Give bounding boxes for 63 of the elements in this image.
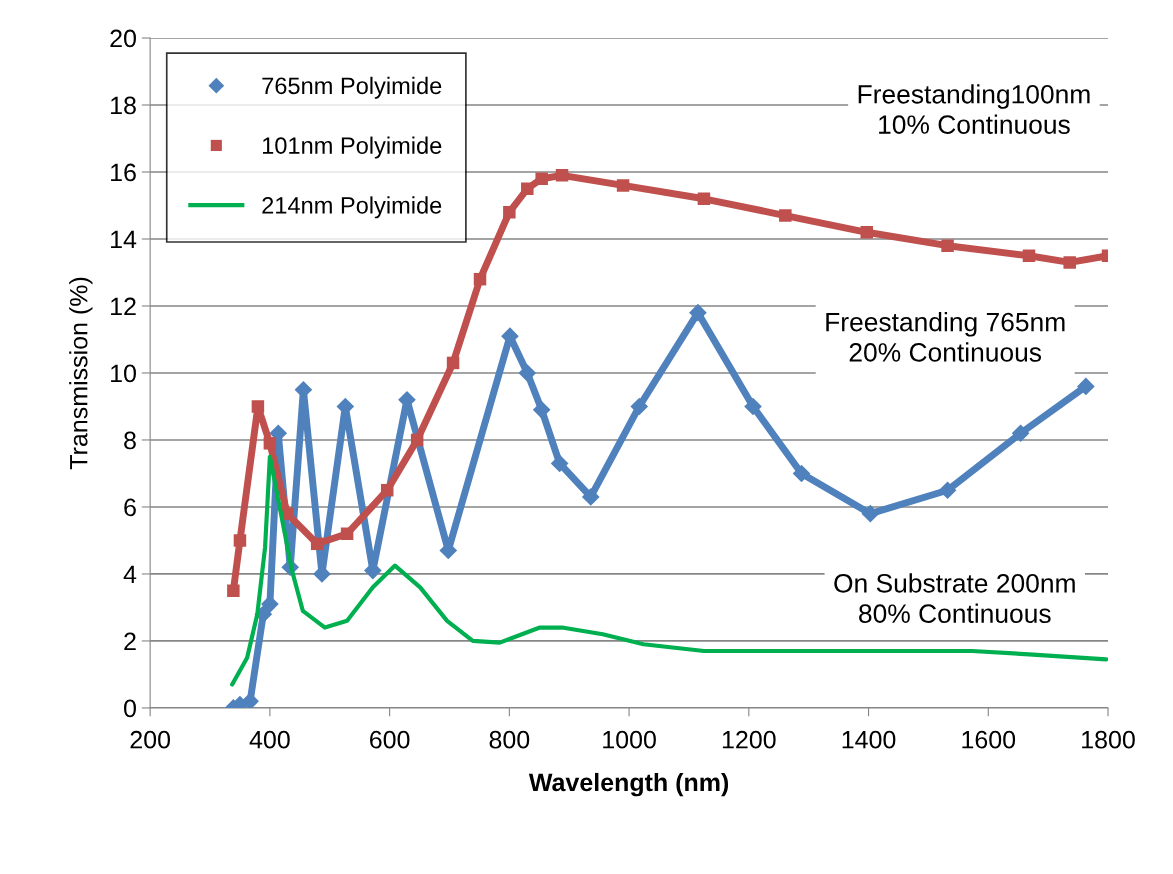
x-axis-title: Wavelength (nm) bbox=[528, 772, 729, 797]
point bbox=[535, 172, 548, 185]
x-tick-label: 1000 bbox=[603, 730, 656, 749]
x-tick-label: 1400 bbox=[842, 730, 896, 749]
point bbox=[581, 488, 600, 506]
point bbox=[340, 527, 354, 541]
point bbox=[792, 464, 811, 483]
y-tick-label: 16 bbox=[111, 163, 136, 182]
point bbox=[251, 400, 265, 413]
point bbox=[941, 239, 954, 252]
point bbox=[861, 504, 880, 523]
annotation: Freestanding 765nm 20% Continuous bbox=[826, 312, 1065, 362]
point bbox=[521, 182, 534, 195]
point bbox=[555, 169, 569, 182]
y-tick-label: 10 bbox=[111, 364, 136, 383]
point bbox=[446, 356, 460, 370]
y-tick-label: 4 bbox=[123, 565, 137, 584]
point bbox=[473, 272, 487, 286]
point bbox=[779, 209, 792, 222]
point bbox=[233, 534, 247, 547]
point bbox=[532, 400, 551, 419]
point bbox=[263, 437, 277, 450]
point bbox=[697, 192, 711, 206]
x-tick-label: 1600 bbox=[962, 730, 1016, 749]
point bbox=[1077, 377, 1095, 396]
point bbox=[1022, 249, 1036, 262]
point bbox=[380, 483, 394, 497]
annotation: Freestanding100nm 10% Continuous bbox=[858, 84, 1090, 134]
point bbox=[241, 692, 259, 708]
y-tick-label: 0 bbox=[124, 699, 136, 718]
y-tick-label: 6 bbox=[124, 498, 136, 517]
point bbox=[310, 537, 324, 551]
point bbox=[518, 364, 537, 382]
y-axis-title: Transmission (%) bbox=[69, 277, 93, 470]
x-tick-label: 1200 bbox=[722, 730, 776, 749]
y-tick-label: 20 bbox=[110, 29, 136, 48]
point bbox=[550, 454, 569, 473]
x-tick-label: 1800 bbox=[1082, 730, 1135, 749]
line-series bbox=[230, 454, 1109, 687]
annotation: On Substrate 200nm 80% Continuous bbox=[834, 573, 1075, 623]
point bbox=[227, 584, 240, 597]
y-tick-label: 12 bbox=[111, 297, 136, 316]
point bbox=[689, 303, 707, 322]
point bbox=[860, 226, 873, 239]
legend-label: 214nm Polyimide bbox=[262, 196, 442, 219]
point bbox=[503, 205, 516, 219]
point bbox=[744, 397, 762, 416]
point bbox=[616, 179, 630, 192]
x-tick-label: 200 bbox=[130, 730, 171, 749]
point bbox=[1063, 256, 1076, 269]
point bbox=[1011, 424, 1030, 443]
y-tick-label: 14 bbox=[111, 230, 137, 249]
point bbox=[938, 481, 957, 500]
point bbox=[630, 397, 649, 416]
y-tick-label: 2 bbox=[124, 632, 136, 651]
y-tick-label: 8 bbox=[124, 431, 136, 450]
point bbox=[410, 433, 424, 447]
x-tick-label: 800 bbox=[489, 730, 530, 749]
x-tick-label: 600 bbox=[370, 730, 410, 749]
legend-label: 765nm Polyimide bbox=[262, 76, 442, 99]
y-tick-label: 18 bbox=[111, 96, 136, 115]
x-tick-label: 400 bbox=[249, 730, 290, 749]
legend-label: 101nm Polyimide bbox=[262, 136, 442, 159]
